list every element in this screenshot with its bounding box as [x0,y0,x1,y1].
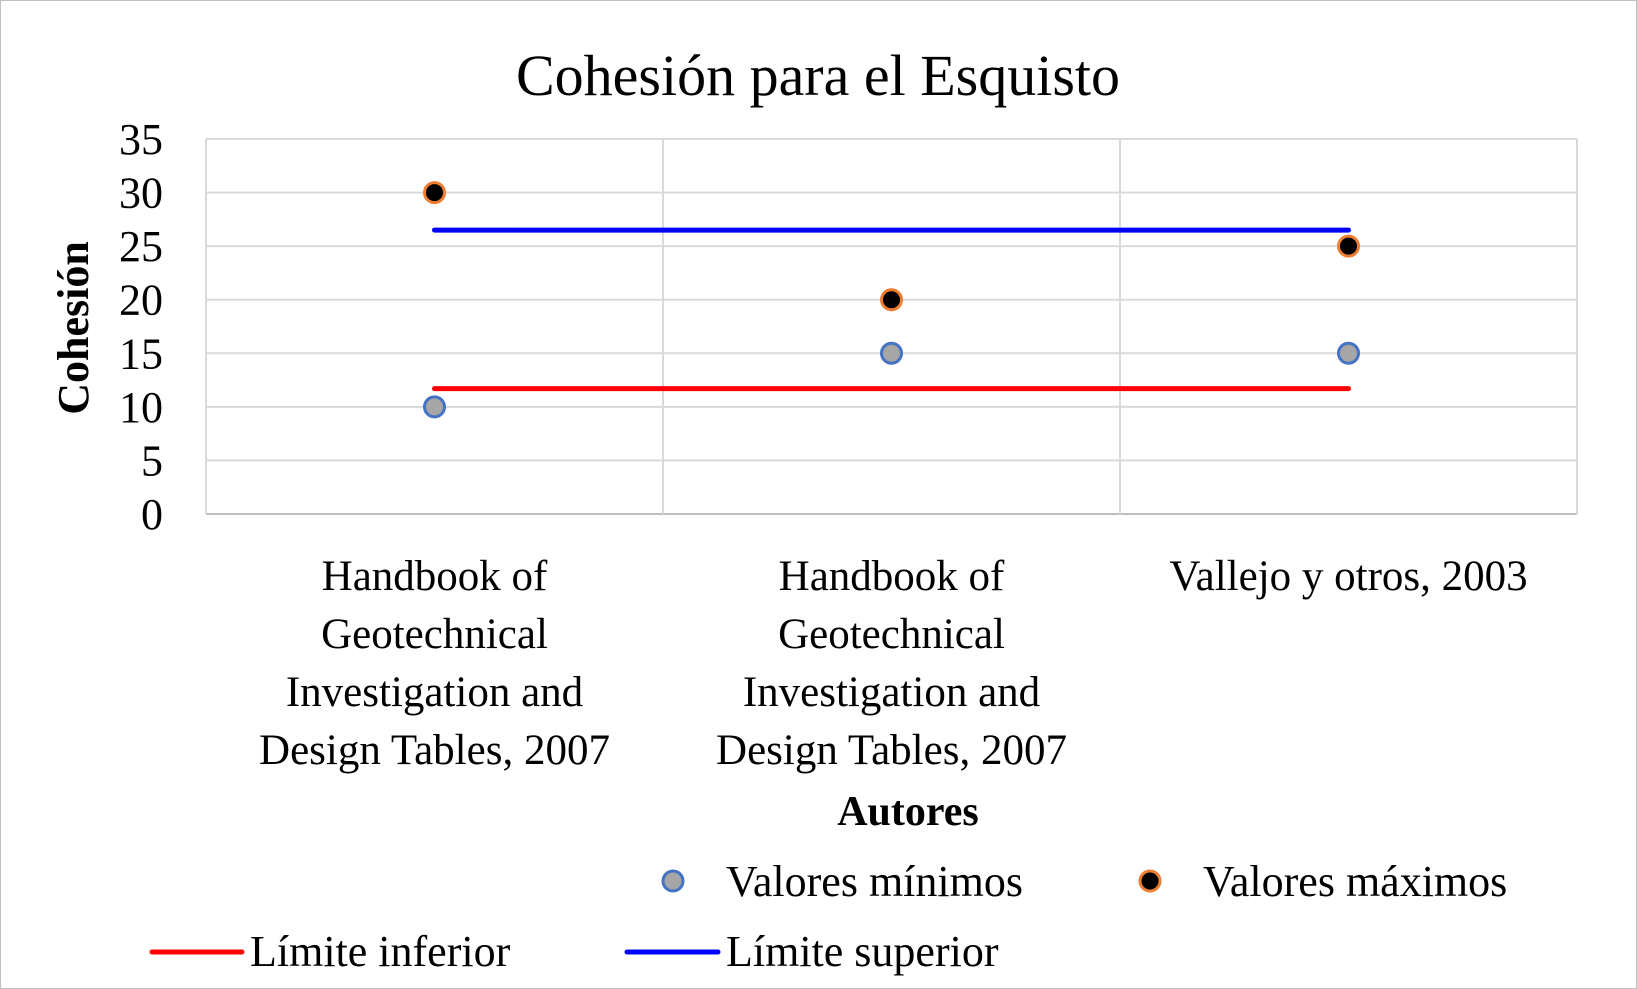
y-axis-label: Cohesión [49,241,98,415]
legend-label: Valores mínimos [726,857,1023,906]
legend-marker [1138,869,1162,893]
x-tick-label: Handbook of Geotechnical Investigation and… [716,553,1067,774]
x-tick-label-line: Geotechnical [321,611,548,658]
x-tick-label-line: Design Tables, 2007 [716,727,1067,774]
x-tick-label: Handbook of Geotechnical Investigation and… [259,553,610,774]
y-tick-label: 35 [119,115,163,164]
data-point [880,288,903,312]
y-tick-label: 20 [119,276,163,325]
data-point [1337,234,1360,258]
y-tick-label: 30 [119,169,163,218]
y-tick-label: 25 [119,222,163,271]
y-tick-label: 15 [119,329,163,378]
legend: Valores mínimos Valores máximos Límite inf… [149,857,1507,976]
data-point [423,395,446,419]
x-tick-label-line: Handbook of [779,553,1005,600]
data-point [880,341,903,365]
data-point [1337,341,1360,365]
legend-label: Límite superior [726,927,999,976]
limit-lines [432,227,1351,392]
x-tick-labels: Handbook of Geotechnical Investigation and… [259,553,1528,774]
plot-grid [205,138,1578,515]
legend-marker [661,869,685,893]
chart-title: Cohesión para el Esquisto [516,43,1120,108]
x-tick-label-line: Handbook of [322,553,548,600]
legend-label: Límite inferior [250,927,511,976]
y-tick-label: 5 [141,436,163,485]
data-point [423,181,446,205]
data-points [423,181,1360,419]
x-tick-label-line: Investigation and [743,669,1040,716]
y-tick-label: 0 [141,490,163,539]
x-tick-label-line: Geotechnical [778,611,1005,658]
x-tick-label: Vallejo y otros, 2003 [1169,553,1527,600]
x-tick-label-line: Vallejo y otros, 2003 [1169,553,1527,600]
x-tick-label-line: Design Tables, 2007 [259,727,610,774]
x-axis-label: Autores [837,789,979,835]
legend-label: Valores máximos [1203,857,1507,906]
x-tick-label-line: Investigation and [286,669,583,716]
y-tick-label: 10 [119,383,163,432]
